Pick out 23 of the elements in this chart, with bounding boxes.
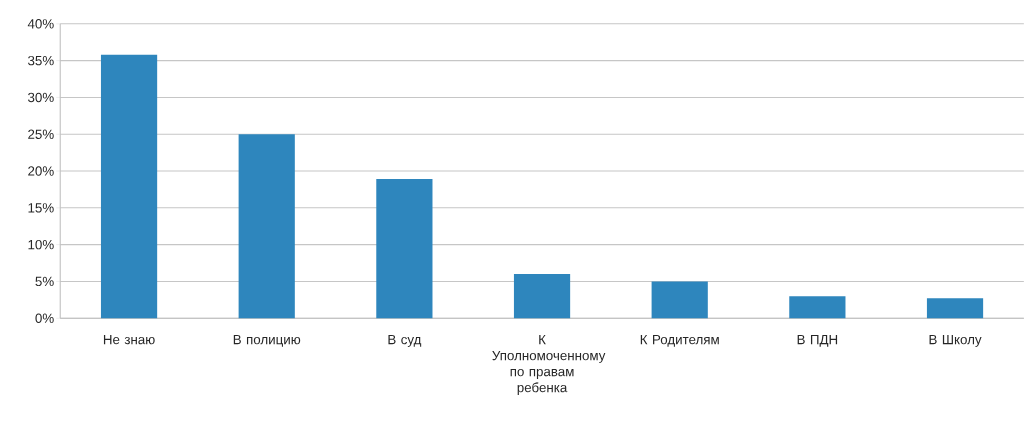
bar xyxy=(789,296,846,319)
y-tick-label: 0% xyxy=(35,313,54,323)
bar xyxy=(238,134,295,319)
x-tick-label: К Уполномоченному по правам ребенка xyxy=(492,334,606,395)
y-tick-label: 5% xyxy=(35,276,54,287)
y-tick-label: 35% xyxy=(28,55,54,66)
bar xyxy=(651,281,708,319)
y-tick-label: 25% xyxy=(28,129,54,139)
x-tick-label: Не знаю xyxy=(103,334,155,345)
y-tick-label: 10% xyxy=(28,239,54,250)
x-tick-label: В полицию xyxy=(233,334,301,347)
bar xyxy=(513,274,571,319)
x-tick-label: К Родителям xyxy=(640,334,719,347)
x-tick-label: В ПДН xyxy=(797,334,838,347)
y-tick-label: 40% xyxy=(27,19,54,29)
y-tick-label: 30% xyxy=(28,92,54,103)
bar xyxy=(376,179,433,319)
y-tick-label: 20% xyxy=(28,166,54,176)
x-tick-label: В Школу xyxy=(929,334,982,347)
y-tick-label: 15% xyxy=(28,203,54,213)
x-tick-label: В суд xyxy=(388,334,422,347)
bar xyxy=(926,298,984,319)
bar xyxy=(100,54,158,319)
